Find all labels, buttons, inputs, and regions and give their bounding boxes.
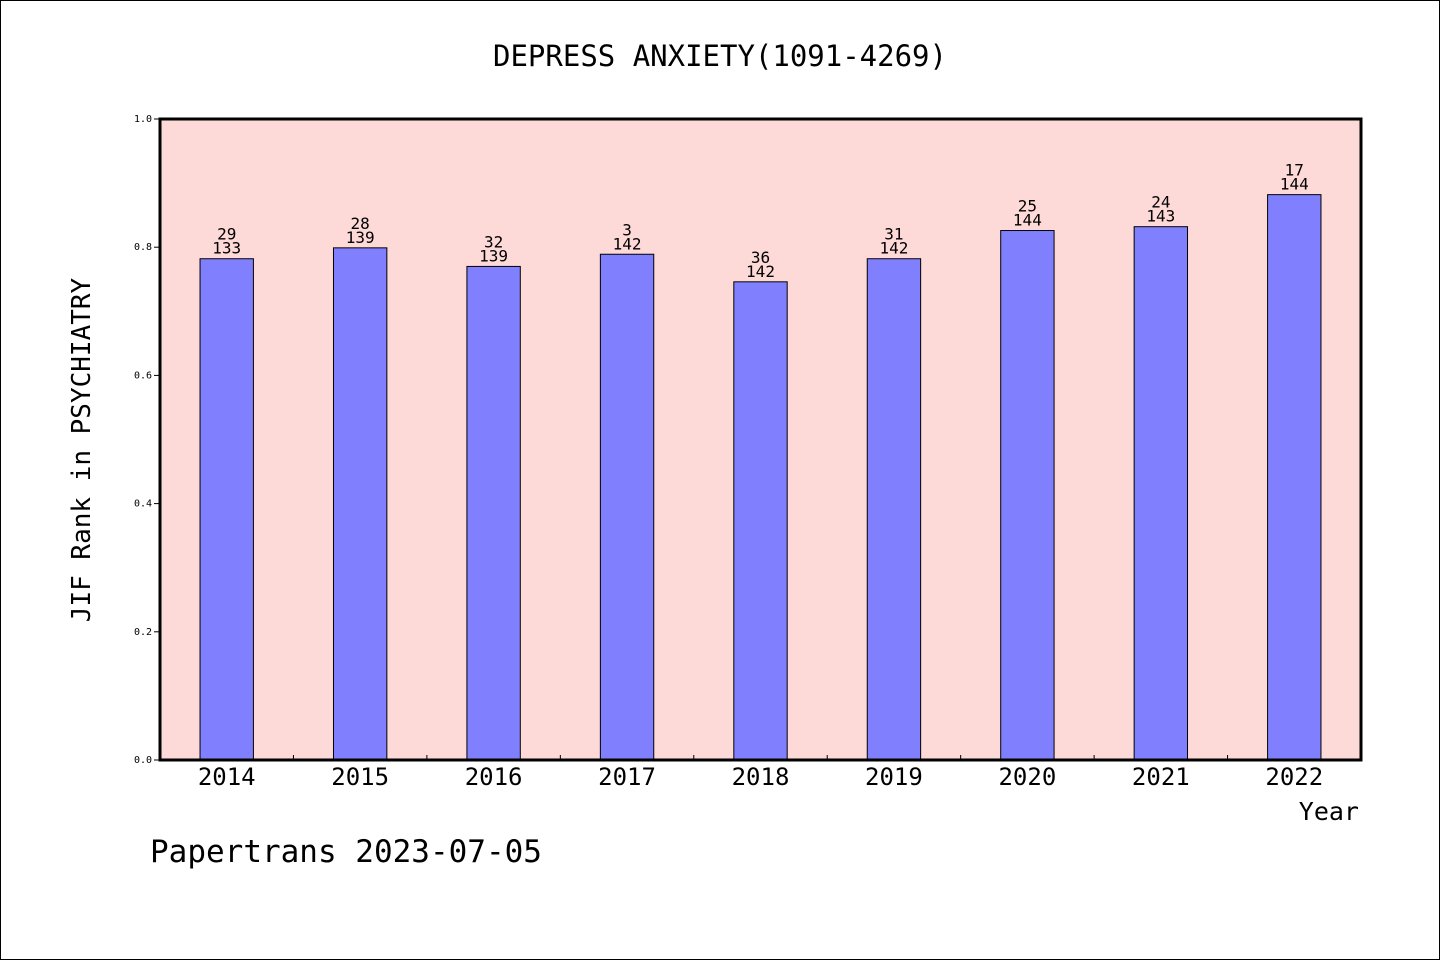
y-tick-label: 0.6 [134, 370, 152, 381]
bar-2020 [1000, 230, 1055, 761]
x-tick-label: 2020 [998, 763, 1056, 791]
y-axis: 0.0 0.2 0.4 0.6 0.8 1.0 [134, 114, 160, 766]
bar-2018 [733, 281, 788, 761]
x-tick-label: 2017 [598, 763, 656, 791]
bar-rank-label: 24 [1151, 193, 1170, 212]
bar-rank-label: 32 [484, 232, 503, 251]
bar-2014 [199, 258, 254, 761]
x-axis-title: Year [1299, 797, 1359, 826]
y-tick-label: 1.0 [134, 114, 152, 125]
bar-2021 [1133, 226, 1189, 761]
bar-2022 [1267, 194, 1322, 761]
bar-total-label: 142 [613, 234, 642, 253]
bar-rank-label: 36 [751, 248, 770, 267]
x-tick-label: 2014 [198, 763, 256, 791]
bar-total-label: 142 [879, 239, 908, 258]
x-tick-label: 2016 [465, 763, 523, 791]
plot-border [158, 117, 1363, 762]
bar-total-label: 144 [1280, 175, 1309, 194]
bar-total-label: 139 [479, 246, 508, 265]
y-tick-label: 0.4 [134, 499, 152, 510]
bar-2019 [866, 258, 922, 761]
y-axis-title: JIF Rank in PSYCHIATRY [67, 277, 97, 622]
y-tick-label: 0.8 [134, 242, 152, 253]
bars [199, 194, 1322, 761]
footer-credit: Papertrans 2023-07-05 [150, 834, 542, 870]
bar-2015 [332, 247, 388, 761]
bar-rank-label: 17 [1285, 161, 1304, 180]
bar-total-label: 143 [1146, 207, 1175, 226]
bar-rank-label: 29 [217, 225, 236, 244]
bar-rank-label: 31 [884, 225, 903, 244]
x-tick-label: 2022 [1265, 763, 1323, 791]
x-tick-label: 2015 [331, 763, 389, 791]
bar-total-label: 144 [1013, 211, 1042, 230]
chart-title: DEPRESS ANXIETY(1091-4269) [493, 39, 947, 73]
bar-rank-label: 25 [1018, 197, 1037, 216]
bar-total-label: 139 [346, 228, 375, 247]
x-axis: 2014 2015 2016 2017 2018 2019 2020 2021 2022 [198, 755, 1323, 791]
x-tick-label: 2019 [865, 763, 923, 791]
y-tick-label: 0.0 [134, 755, 152, 766]
bar-total-label: 133 [212, 239, 241, 258]
x-tick-label: 2018 [732, 763, 790, 791]
bar-rank-label: 3 [622, 220, 632, 239]
bar-2017 [599, 253, 655, 761]
y-tick-label: 0.2 [134, 627, 152, 638]
x-tick-label: 2021 [1132, 763, 1190, 791]
bar-total-label: 142 [746, 262, 775, 281]
bar-rank-label: 28 [351, 214, 370, 233]
bar-2016 [466, 265, 521, 761]
